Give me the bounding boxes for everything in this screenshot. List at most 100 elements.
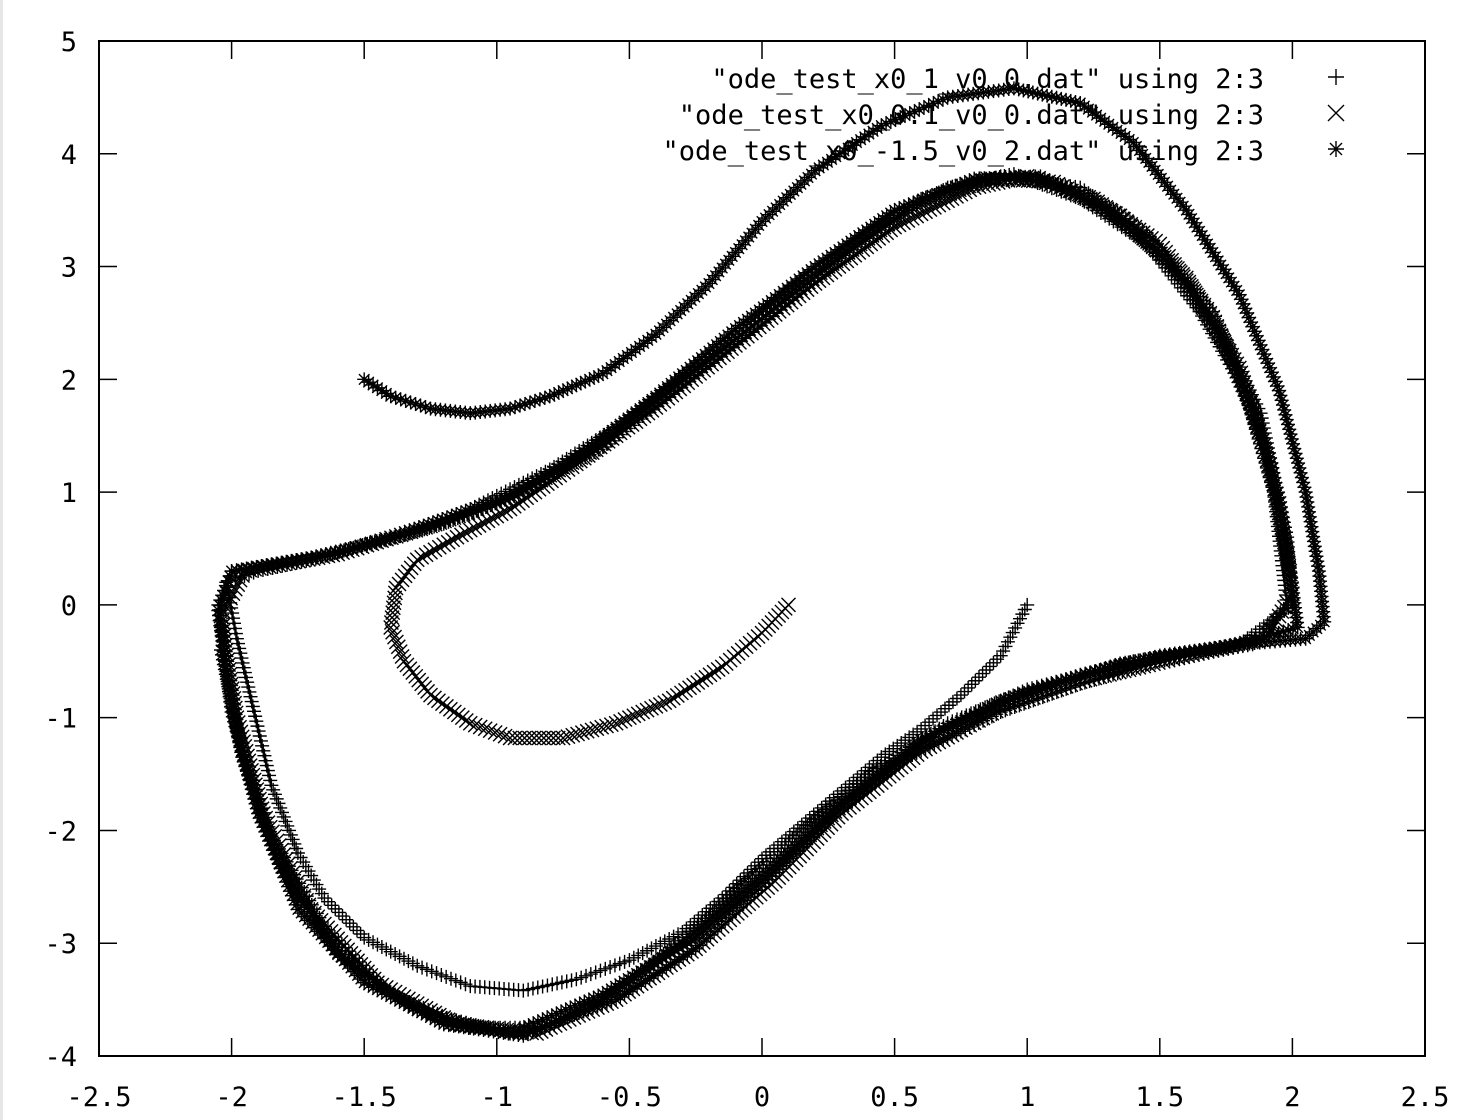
data-point bbox=[684, 933, 699, 948]
data-point bbox=[526, 1016, 541, 1031]
data-point bbox=[551, 385, 566, 400]
data-point bbox=[324, 898, 339, 913]
data-point bbox=[1242, 398, 1257, 413]
data-point bbox=[498, 1025, 513, 1040]
data-point bbox=[343, 541, 358, 556]
data-point bbox=[534, 471, 548, 486]
data-point bbox=[1303, 514, 1318, 529]
data-point bbox=[925, 188, 940, 203]
data-point bbox=[1307, 539, 1322, 554]
data-point bbox=[623, 972, 638, 987]
data-point bbox=[1258, 351, 1273, 366]
data-point bbox=[328, 544, 343, 559]
data-point bbox=[367, 535, 382, 550]
data-point bbox=[387, 530, 402, 545]
data-point bbox=[935, 92, 950, 107]
data-point bbox=[650, 953, 665, 968]
data-point bbox=[979, 662, 994, 677]
data-point bbox=[1049, 90, 1064, 105]
data-point bbox=[1238, 635, 1253, 650]
data-point bbox=[259, 558, 274, 573]
data-point bbox=[941, 698, 956, 713]
data-point bbox=[579, 723, 595, 739]
data-point bbox=[432, 1015, 447, 1030]
data-point bbox=[547, 387, 562, 402]
data-point bbox=[452, 509, 467, 524]
data-point bbox=[1300, 494, 1315, 509]
series-star bbox=[211, 81, 1332, 1043]
data-point bbox=[223, 691, 238, 706]
data-point bbox=[521, 1026, 535, 1041]
data-point bbox=[604, 981, 619, 996]
data-point bbox=[859, 222, 874, 237]
data-point bbox=[879, 208, 894, 223]
x-tick-label: -1.5 bbox=[332, 1082, 397, 1113]
data-point bbox=[294, 891, 309, 906]
data-point bbox=[473, 1019, 488, 1034]
data-point bbox=[973, 706, 988, 721]
data-point bbox=[391, 576, 407, 592]
data-point bbox=[1292, 460, 1307, 475]
data-point bbox=[898, 108, 913, 123]
legend: "ode_test_x0_1_v0_0.dat" using 2:3 "ode_t… bbox=[663, 64, 1345, 167]
data-point bbox=[915, 192, 930, 207]
data-point bbox=[871, 214, 886, 229]
data-point bbox=[458, 525, 474, 541]
data-point bbox=[487, 724, 503, 740]
legend-entry: "ode_test_x0_-1.5_v0_2.dat" using 2:3 bbox=[663, 136, 1344, 167]
data-point bbox=[1274, 393, 1289, 408]
data-point bbox=[379, 386, 394, 401]
data-point bbox=[1055, 180, 1070, 195]
data-point bbox=[1157, 647, 1172, 662]
data-point bbox=[1262, 459, 1277, 474]
data-point bbox=[227, 581, 243, 597]
data-point bbox=[1268, 374, 1283, 389]
data-point bbox=[568, 998, 583, 1013]
data-point bbox=[462, 715, 478, 731]
data-point bbox=[302, 904, 317, 919]
data-point bbox=[233, 740, 248, 755]
data-point bbox=[1063, 93, 1078, 108]
data-point bbox=[955, 715, 970, 730]
data-point bbox=[1253, 337, 1268, 352]
data-point bbox=[1040, 88, 1055, 103]
data-point bbox=[1208, 249, 1223, 264]
data-point bbox=[824, 152, 839, 167]
data-point bbox=[283, 884, 298, 899]
data-point bbox=[608, 357, 623, 372]
data-point bbox=[458, 712, 474, 728]
data-point bbox=[535, 1012, 550, 1027]
data-point bbox=[214, 593, 229, 608]
data-point bbox=[669, 688, 685, 704]
data-point bbox=[628, 342, 643, 357]
data-point bbox=[1034, 681, 1049, 696]
data-point bbox=[682, 680, 698, 696]
data-point bbox=[621, 971, 636, 986]
data-point bbox=[652, 697, 668, 713]
data-point bbox=[1197, 232, 1212, 247]
data-point bbox=[277, 865, 292, 880]
data-point bbox=[480, 499, 495, 514]
data-point bbox=[823, 248, 838, 263]
data-point bbox=[304, 550, 319, 565]
data-point bbox=[932, 725, 947, 740]
data-point bbox=[287, 893, 302, 908]
data-point bbox=[370, 380, 385, 395]
data-point bbox=[350, 961, 365, 976]
data-point bbox=[982, 659, 997, 674]
data-point bbox=[503, 401, 518, 416]
data-point bbox=[644, 330, 659, 345]
data-point bbox=[599, 718, 614, 734]
data-point bbox=[228, 716, 243, 731]
data-point bbox=[262, 829, 277, 844]
data-point bbox=[225, 586, 241, 602]
data-point bbox=[342, 955, 357, 970]
data-point bbox=[921, 98, 936, 113]
data-point bbox=[261, 824, 276, 839]
data-point bbox=[520, 478, 535, 493]
data-point bbox=[542, 466, 557, 481]
data-point bbox=[333, 543, 348, 558]
data-point bbox=[599, 363, 614, 378]
data-point bbox=[512, 1022, 527, 1037]
